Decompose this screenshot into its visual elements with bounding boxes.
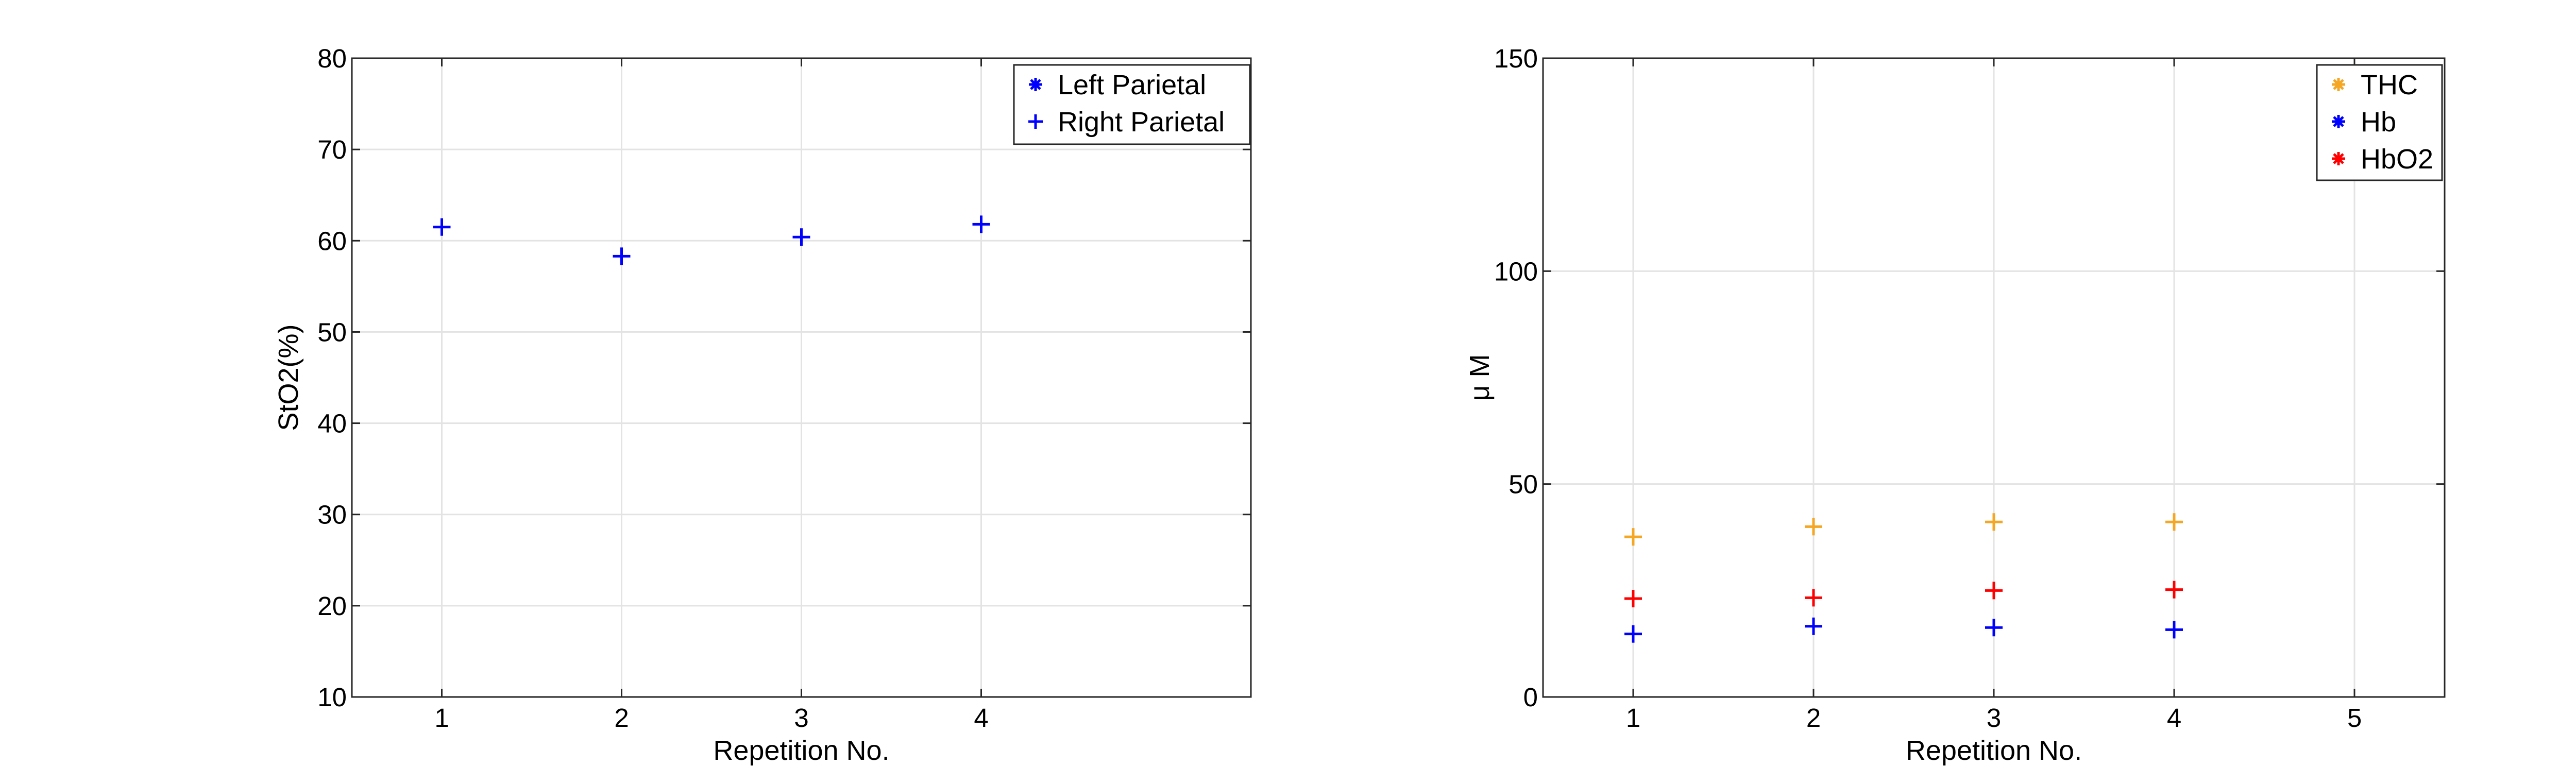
legend-entry-1: THC — [2332, 70, 2418, 100]
x-tick-label: 2 — [1806, 703, 1821, 733]
y-tick-label: 0 — [1523, 683, 1538, 712]
ticks: 1 2 3 4 10 20 30 40 50 60 70 80 — [317, 44, 1251, 733]
data-point — [1805, 589, 1822, 607]
x-tick-label: 2 — [614, 703, 629, 733]
x-tick-label: 4 — [2167, 703, 2181, 733]
legend: Left Parietal Right Parietal — [1013, 64, 1251, 145]
legend-label: Right Parietal — [1058, 107, 1225, 138]
legend: THC Hb HbO2 — [2316, 64, 2443, 181]
x-axis-label: Repetition No. — [1906, 735, 2082, 766]
x-tick-label: 1 — [1626, 703, 1640, 733]
data-point — [2165, 513, 2183, 531]
legend-box — [1013, 64, 1251, 145]
y-tick-label: 30 — [317, 500, 347, 530]
legend-asterisk-icon — [2332, 115, 2345, 128]
y-tick-label: 60 — [317, 226, 347, 256]
x-axis-label: Repetition No. — [713, 735, 889, 766]
data-point — [2165, 581, 2183, 599]
icon-stroke — [2333, 153, 2344, 164]
y-tick-label: 80 — [317, 44, 347, 73]
y-axis-label: μ M — [1464, 354, 1495, 401]
series-2 — [1624, 617, 2183, 643]
y-tick-label: 10 — [317, 683, 347, 712]
x-tick-label: 3 — [1987, 703, 2001, 733]
legend-asterisk-icon — [2332, 152, 2345, 165]
y-axis-label: StO2(%) — [273, 324, 304, 431]
y-tick-label: 100 — [1494, 257, 1538, 286]
x-tick-label: 5 — [2347, 703, 2362, 733]
series-1 — [1624, 513, 2183, 546]
data-point — [613, 247, 631, 265]
data-point — [2165, 621, 2183, 639]
icon-stroke — [1030, 79, 1041, 90]
legend-label: Left Parietal — [1058, 70, 1206, 100]
legend-entry-3: HbO2 — [2332, 144, 2433, 175]
legend-entry-1: Left Parietal — [1029, 70, 1206, 100]
y-tick-label: 50 — [1509, 470, 1538, 499]
series-2 — [433, 215, 990, 265]
icon-stroke — [2333, 79, 2344, 90]
legend-asterisk-icon — [1029, 78, 1042, 91]
y-tick-label: 150 — [1494, 44, 1538, 73]
data-point — [1985, 513, 2003, 531]
data-point — [792, 228, 810, 246]
x-tick-label: 1 — [434, 703, 449, 733]
legend-label: Hb — [2361, 107, 2396, 138]
legend-entry-2: Right Parietal — [1028, 107, 1225, 138]
data-point — [1985, 619, 2003, 637]
chart-1: 1 2 3 4 10 20 30 40 50 60 70 80 Repetition No. StO2(%… — [273, 44, 1252, 766]
legend-label: THC — [2361, 70, 2418, 100]
y-tick-label: 40 — [317, 409, 347, 438]
data-point — [1805, 617, 1822, 635]
data-point — [1805, 518, 1822, 536]
x-tick-label: 4 — [974, 703, 988, 733]
data-point — [1624, 625, 1642, 643]
data-point — [1624, 590, 1642, 608]
y-tick-label: 20 — [317, 591, 347, 621]
legend-asterisk-icon — [2332, 78, 2345, 91]
series-3 — [1624, 581, 2183, 608]
y-tick-label: 50 — [317, 317, 347, 347]
data-point — [1985, 582, 2003, 600]
data-point — [1624, 528, 1642, 546]
y-tick-label: 70 — [317, 135, 347, 164]
legend-label: HbO2 — [2361, 144, 2433, 175]
legend-entry-2: Hb — [2332, 107, 2396, 138]
data-point — [972, 215, 990, 233]
legend-asterisk-icon — [1028, 114, 1043, 129]
data-point — [433, 218, 451, 236]
icon-stroke — [2333, 116, 2344, 127]
x-tick-label: 3 — [794, 703, 808, 733]
